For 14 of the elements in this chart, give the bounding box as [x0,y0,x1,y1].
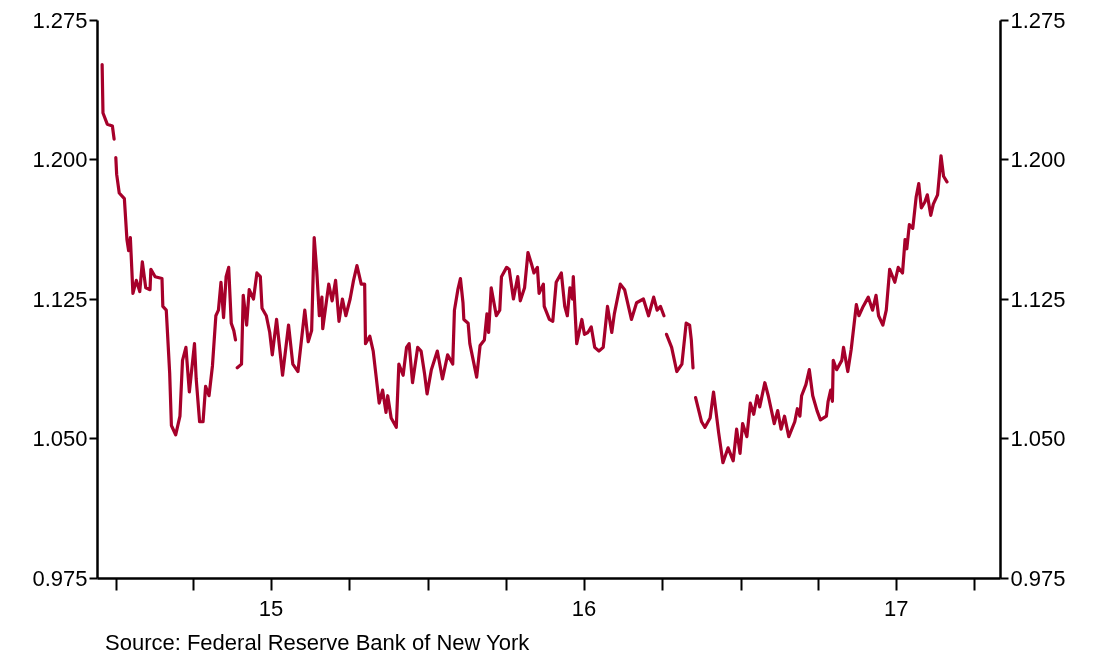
y-tick-label: 1.200 [32,147,88,172]
y-tick-label: 1.125 [32,286,88,312]
y-tick-label: 1.050 [32,426,88,451]
y2-tick-label: 1.125 [1010,286,1066,312]
y-tick-label: 1.275 [32,7,88,33]
x-tick-label: 17 [883,595,909,621]
y-tick-label: 0.975 [32,565,88,591]
x-tick-label: 16 [571,595,597,621]
x-tick-label: 15 [258,595,284,621]
y2-tick-label: 0.975 [1010,565,1066,591]
y2-tick-label: 1.200 [1010,147,1066,172]
y2-tick-label: 1.275 [1010,7,1066,33]
y2-tick-label: 1.050 [1010,426,1066,451]
source-note: Source: Federal Reserve Bank of New York [105,630,531,655]
